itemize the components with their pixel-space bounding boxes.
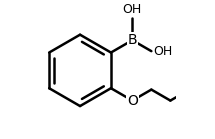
Text: B: B	[127, 33, 137, 47]
Text: O: O	[127, 94, 138, 108]
Text: OH: OH	[123, 3, 142, 16]
Text: OH: OH	[154, 45, 173, 58]
